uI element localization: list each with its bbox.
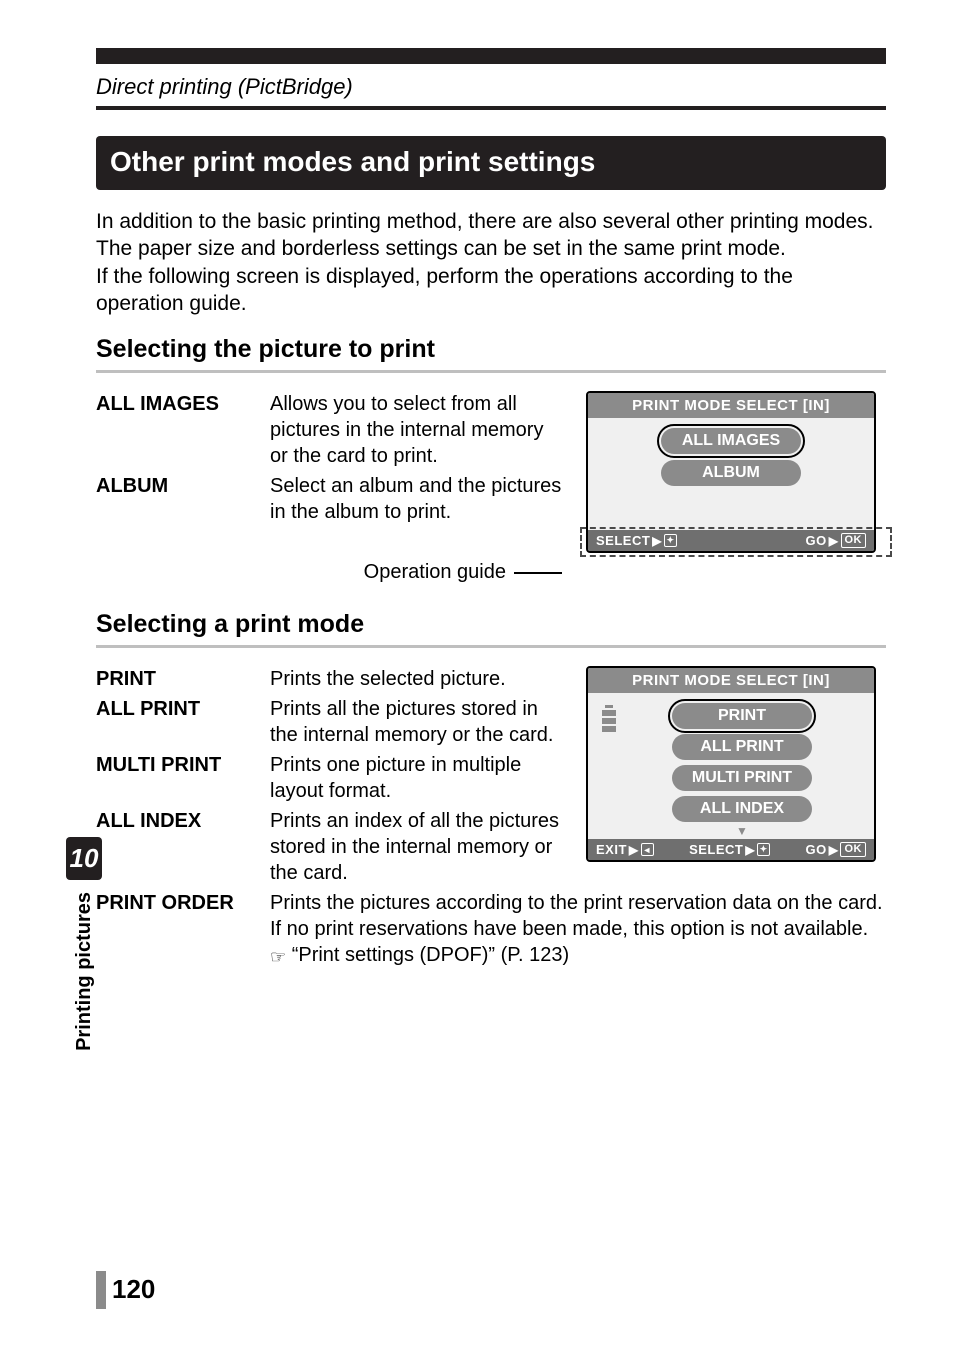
lcd-title: PRINT MODE SELECT [IN] — [588, 393, 874, 418]
lcd-title-text: PRINT MODE SELECT — [632, 672, 798, 689]
lcd-title-tag: [IN] — [803, 672, 830, 689]
lcd-1-container: PRINT MODE SELECT [IN] ALL IMAGES ALBUM … — [586, 391, 886, 553]
definition-list-2: PRINT Prints the selected picture. ALL P… — [96, 666, 562, 886]
lcd-item-multi-print[interactable]: MULTI PRINT — [672, 765, 812, 791]
lcd-item-all-index[interactable]: ALL INDEX — [672, 796, 812, 822]
lcd-footer-select[interactable]: SELECT▶✦ — [689, 842, 770, 857]
lcd-title: PRINT MODE SELECT [IN] — [588, 668, 874, 693]
lcd-title-tag: [IN] — [803, 397, 830, 414]
subheading: Selecting the picture to print — [96, 335, 886, 364]
lcd-2-container: PRINT MODE SELECT [IN] PRINT ALL P — [586, 666, 886, 862]
arrow-icon: ▶ — [745, 843, 755, 857]
callout-line — [514, 572, 562, 574]
lcd-footer-exit[interactable]: EXIT▶◄ — [596, 842, 654, 857]
intro-line: If the following screen is displayed, pe… — [96, 265, 793, 315]
subheading-rule — [96, 645, 886, 648]
def-term: PRINT — [96, 666, 256, 692]
chapter-label: Printing pictures — [73, 892, 96, 1051]
definition-list: ALL IMAGES Allows you to select from all… — [96, 391, 562, 525]
down-arrow-icon: ▼ — [736, 827, 748, 835]
lcd-item-print[interactable]: PRINT — [672, 703, 812, 729]
arrow-icon: ▶ — [829, 534, 839, 548]
exit-label: EXIT — [596, 842, 627, 857]
intro-text: In addition to the basic printing method… — [96, 208, 886, 317]
breadcrumb: Direct printing (PictBridge) — [96, 74, 886, 100]
hand-pointer-icon: ☞ — [270, 946, 286, 969]
chapter-tab: 10 Printing pictures — [66, 837, 102, 1137]
ok-icon: OK — [840, 842, 866, 857]
battery-icon — [602, 705, 616, 732]
lcd-item-all-print[interactable]: ALL PRINT — [672, 734, 812, 760]
defs-left: ALL IMAGES Allows you to select from all… — [96, 391, 562, 584]
intro-line: In addition to the basic printing method… — [96, 210, 873, 233]
lcd-footer: SELECT▶✦ GO▶OK — [588, 530, 874, 551]
operation-guide-callout: Operation guide — [96, 561, 562, 584]
lcd-item-all-images[interactable]: ALL IMAGES — [661, 428, 801, 454]
lcd-item-list: PRINT ALL PRINT MULTI PRINT ALL INDEX ▼ — [624, 703, 860, 835]
def-desc: Prints the selected picture. — [270, 666, 562, 692]
def-desc: Prints the pictures according to the pri… — [270, 892, 883, 940]
lcd-footer: EXIT▶◄ SELECT▶✦ GO▶OK — [588, 839, 874, 860]
lcd-screen-1: PRINT MODE SELECT [IN] ALL IMAGES ALBUM … — [586, 391, 876, 553]
subheading: Selecting a print mode — [96, 610, 886, 639]
arrow-icon: ▶ — [629, 843, 639, 857]
select-label: SELECT — [689, 842, 743, 857]
def-desc: Prints one picture in multiple layout fo… — [270, 752, 562, 804]
def-desc-print-order: Prints the pictures according to the pri… — [270, 890, 886, 968]
lcd-screen-2: PRINT MODE SELECT [IN] PRINT ALL P — [586, 666, 876, 862]
lcd-item-album[interactable]: ALBUM — [661, 460, 801, 486]
lcd-title-text: PRINT MODE SELECT — [632, 397, 798, 414]
def-term: PRINT ORDER — [96, 890, 256, 968]
def-desc: Select an album and the pictures in the … — [270, 473, 562, 525]
page-number-bar — [96, 1271, 106, 1309]
def-term: ALL INDEX — [96, 808, 256, 886]
top-bar — [96, 48, 886, 64]
definition-list-3: PRINT ORDER Prints the pictures accordin… — [96, 890, 886, 968]
lcd-footer-select[interactable]: SELECT▶✦ — [596, 533, 677, 548]
section-2-columns: PRINT Prints the selected picture. ALL P… — [96, 666, 886, 886]
lcd-footer-go[interactable]: GO▶OK — [806, 842, 866, 857]
defs-left-2: PRINT Prints the selected picture. ALL P… — [96, 666, 562, 886]
section-banner: Other print modes and print settings — [96, 136, 886, 190]
left-icon: ◄ — [641, 843, 654, 856]
def-term: ALBUM — [96, 473, 256, 525]
rule — [96, 106, 886, 110]
dpad-icon: ✦ — [664, 534, 677, 547]
go-label: GO — [806, 842, 827, 857]
arrow-icon: ▶ — [829, 843, 839, 857]
lcd-body: ALL IMAGES ALBUM — [588, 418, 874, 530]
def-desc: Allows you to select from all pictures i… — [270, 391, 562, 469]
select-label: SELECT — [596, 533, 650, 548]
intro-line: The paper size and borderless settings c… — [96, 237, 786, 260]
subheading-rule — [96, 370, 886, 373]
def-desc: Prints an index of all the pictures stor… — [270, 808, 562, 886]
operation-guide-label: Operation guide — [364, 561, 506, 584]
go-label: GO — [806, 533, 827, 548]
dpad-icon: ✦ — [757, 843, 770, 856]
xref: “Print settings (DPOF)” (P. 123) — [292, 944, 569, 966]
def-desc: Prints all the pictures stored in the in… — [270, 696, 562, 748]
page-number: 120 — [112, 1274, 155, 1305]
page: Direct printing (PictBridge) Other print… — [0, 0, 954, 1357]
arrow-icon: ▶ — [652, 534, 662, 548]
section-1-columns: ALL IMAGES Allows you to select from all… — [96, 391, 886, 584]
lcd-body: PRINT ALL PRINT MULTI PRINT ALL INDEX ▼ — [588, 693, 874, 839]
ok-icon: OK — [841, 533, 867, 548]
def-term: ALL PRINT — [96, 696, 256, 748]
def-term: MULTI PRINT — [96, 752, 256, 804]
def-term: ALL IMAGES — [96, 391, 256, 469]
lcd-footer-go[interactable]: GO▶OK — [806, 533, 866, 548]
chapter-number: 10 — [66, 837, 102, 880]
